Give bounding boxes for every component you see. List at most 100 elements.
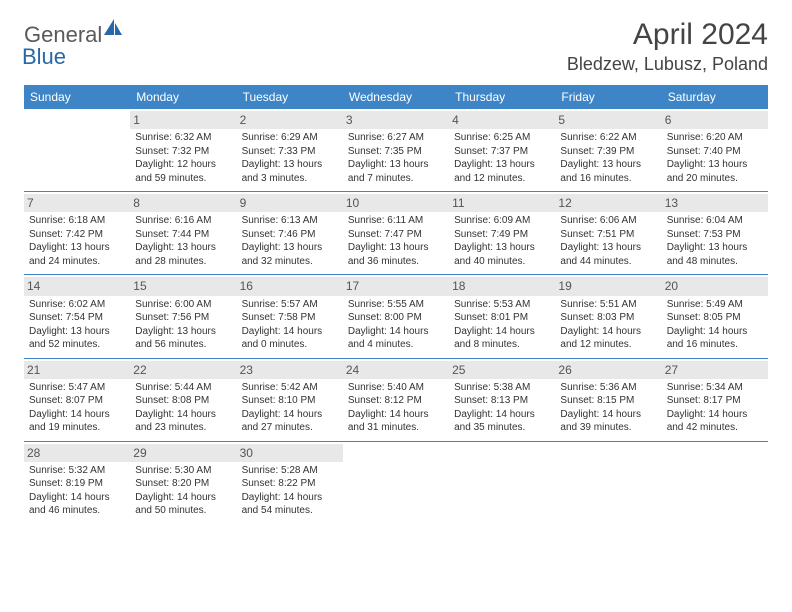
day-details: Sunrise: 5:57 AMSunset: 7:58 PMDaylight:… bbox=[241, 298, 339, 352]
weekday-header: Tuesday bbox=[237, 85, 343, 109]
calendar-day-cell: 5 Sunrise: 6:22 AMSunset: 7:39 PMDaylight… bbox=[555, 109, 661, 192]
day-details: Sunrise: 6:27 AMSunset: 7:35 PMDaylight:… bbox=[347, 131, 445, 185]
day-details: Sunrise: 6:04 AMSunset: 7:53 PMDaylight:… bbox=[666, 214, 764, 268]
weekday-header: Sunday bbox=[24, 85, 130, 109]
day-details: Sunrise: 6:11 AMSunset: 7:47 PMDaylight:… bbox=[347, 214, 445, 268]
day-number: 5 bbox=[555, 111, 661, 129]
calendar-day-cell bbox=[24, 109, 130, 192]
day-number: 10 bbox=[343, 194, 449, 212]
day-number: 14 bbox=[24, 277, 130, 295]
day-details: Sunrise: 5:32 AMSunset: 8:19 PMDaylight:… bbox=[28, 464, 126, 518]
calendar-day-cell: 4Sunrise: 6:25 AMSunset: 7:37 PMDaylight… bbox=[449, 109, 555, 192]
day-number: 18 bbox=[449, 277, 555, 295]
day-number: 3 bbox=[343, 111, 449, 129]
calendar-day-cell: 20 Sunrise: 5:49 AMSunset: 8:05 PMDayligh… bbox=[662, 275, 768, 358]
location-label: Bledzew, Lubusz, Poland bbox=[567, 54, 768, 75]
day-number: 16 bbox=[237, 277, 343, 295]
calendar-day-cell: 22 Sunrise: 5:44 AMSunset: 8:08 PMDayligh… bbox=[130, 358, 236, 441]
day-details: Sunrise: 6:13 AMSunset: 7:46 PMDaylight:… bbox=[241, 214, 339, 268]
day-number: 23 bbox=[237, 361, 343, 379]
calendar-head: SundayMondayTuesdayWednesdayThursdayFrid… bbox=[24, 85, 768, 109]
day-number: 26 bbox=[555, 361, 661, 379]
calendar-day-cell: 14 Sunrise: 6:02 AMSunset: 7:54 PMDayligh… bbox=[24, 275, 130, 358]
weekday-header: Saturday bbox=[662, 85, 768, 109]
day-number: 24 bbox=[343, 361, 449, 379]
calendar-day-cell: 17 Sunrise: 5:55 AMSunset: 8:00 PMDayligh… bbox=[343, 275, 449, 358]
calendar-day-cell: 2Sunrise: 6:29 AMSunset: 7:33 PMDaylight… bbox=[237, 109, 343, 192]
day-details: Sunrise: 5:44 AMSunset: 8:08 PMDaylight:… bbox=[134, 381, 232, 435]
calendar-day-cell bbox=[449, 441, 555, 524]
day-number: 25 bbox=[449, 361, 555, 379]
brand-sail-icon bbox=[102, 17, 124, 44]
calendar-day-cell: 3 Sunrise: 6:27 AMSunset: 7:35 PMDaylight… bbox=[343, 109, 449, 192]
day-number: 30 bbox=[237, 444, 343, 462]
day-number: 6 bbox=[662, 111, 768, 129]
calendar-day-cell: 29 Sunrise: 5:30 AMSunset: 8:20 PMDayligh… bbox=[130, 441, 236, 524]
day-number: 11 bbox=[449, 194, 555, 212]
weekday-row: SundayMondayTuesdayWednesdayThursdayFrid… bbox=[24, 85, 768, 109]
calendar-day-cell bbox=[555, 441, 661, 524]
day-details: Sunrise: 6:25 AMSunset: 7:37 PMDaylight:… bbox=[453, 131, 551, 185]
day-details: Sunrise: 5:42 AMSunset: 8:10 PMDaylight:… bbox=[241, 381, 339, 435]
calendar-day-cell: 15Sunrise: 6:00 AMSunset: 7:56 PMDayligh… bbox=[130, 275, 236, 358]
weekday-header: Wednesday bbox=[343, 85, 449, 109]
day-details: Sunrise: 5:51 AMSunset: 8:03 PMDaylight:… bbox=[559, 298, 657, 352]
day-details: Sunrise: 5:28 AMSunset: 8:22 PMDaylight:… bbox=[241, 464, 339, 518]
day-number: 29 bbox=[130, 444, 236, 462]
day-number: 12 bbox=[555, 194, 661, 212]
day-details: Sunrise: 5:55 AMSunset: 8:00 PMDaylight:… bbox=[347, 298, 445, 352]
calendar-body: 1 Sunrise: 6:32 AMSunset: 7:32 PMDaylight… bbox=[24, 109, 768, 524]
calendar-day-cell: 24 Sunrise: 5:40 AMSunset: 8:12 PMDayligh… bbox=[343, 358, 449, 441]
day-details: Sunrise: 6:32 AMSunset: 7:32 PMDaylight:… bbox=[134, 131, 232, 185]
day-number: 7 bbox=[24, 194, 130, 212]
weekday-header: Friday bbox=[555, 85, 661, 109]
calendar-day-cell: 23 Sunrise: 5:42 AMSunset: 8:10 PMDayligh… bbox=[237, 358, 343, 441]
day-details: Sunrise: 6:20 AMSunset: 7:40 PMDaylight:… bbox=[666, 131, 764, 185]
calendar-day-cell: 25 Sunrise: 5:38 AMSunset: 8:13 PMDayligh… bbox=[449, 358, 555, 441]
calendar-day-cell: 27Sunrise: 5:34 AMSunset: 8:17 PMDayligh… bbox=[662, 358, 768, 441]
day-number: 19 bbox=[555, 277, 661, 295]
day-details: Sunrise: 5:36 AMSunset: 8:15 PMDaylight:… bbox=[559, 381, 657, 435]
day-details: Sunrise: 6:22 AMSunset: 7:39 PMDaylight:… bbox=[559, 131, 657, 185]
day-details: Sunrise: 5:53 AMSunset: 8:01 PMDaylight:… bbox=[453, 298, 551, 352]
day-details: Sunrise: 5:47 AMSunset: 8:07 PMDaylight:… bbox=[28, 381, 126, 435]
brand-text-2: Blue bbox=[22, 44, 66, 69]
day-details: Sunrise: 6:00 AMSunset: 7:56 PMDaylight:… bbox=[134, 298, 232, 352]
day-number: 9 bbox=[237, 194, 343, 212]
calendar-day-cell: 12 Sunrise: 6:06 AMSunset: 7:51 PMDayligh… bbox=[555, 192, 661, 275]
day-details: Sunrise: 6:06 AMSunset: 7:51 PMDaylight:… bbox=[559, 214, 657, 268]
day-number: 20 bbox=[662, 277, 768, 295]
day-details: Sunrise: 6:16 AMSunset: 7:44 PMDaylight:… bbox=[134, 214, 232, 268]
calendar-day-cell bbox=[662, 441, 768, 524]
day-details: Sunrise: 5:38 AMSunset: 8:13 PMDaylight:… bbox=[453, 381, 551, 435]
weekday-header: Thursday bbox=[449, 85, 555, 109]
day-details: Sunrise: 6:09 AMSunset: 7:49 PMDaylight:… bbox=[453, 214, 551, 268]
day-details: Sunrise: 6:29 AMSunset: 7:33 PMDaylight:… bbox=[241, 131, 339, 185]
day-number: 17 bbox=[343, 277, 449, 295]
calendar-day-cell: 6 Sunrise: 6:20 AMSunset: 7:40 PMDaylight… bbox=[662, 109, 768, 192]
day-details: Sunrise: 5:40 AMSunset: 8:12 PMDaylight:… bbox=[347, 381, 445, 435]
calendar-day-cell: 8 Sunrise: 6:16 AMSunset: 7:44 PMDaylight… bbox=[130, 192, 236, 275]
calendar-week-row: 21Sunrise: 5:47 AMSunset: 8:07 PMDayligh… bbox=[24, 358, 768, 441]
calendar-week-row: 28 Sunrise: 5:32 AMSunset: 8:19 PMDayligh… bbox=[24, 441, 768, 524]
calendar-day-cell: 13Sunrise: 6:04 AMSunset: 7:53 PMDayligh… bbox=[662, 192, 768, 275]
calendar-day-cell: 10 Sunrise: 6:11 AMSunset: 7:47 PMDayligh… bbox=[343, 192, 449, 275]
month-title: April 2024 bbox=[567, 18, 768, 52]
day-details: Sunrise: 5:49 AMSunset: 8:05 PMDaylight:… bbox=[666, 298, 764, 352]
day-details: Sunrise: 5:30 AMSunset: 8:20 PMDaylight:… bbox=[134, 464, 232, 518]
day-number: 1 bbox=[130, 111, 236, 129]
calendar-day-cell: 26 Sunrise: 5:36 AMSunset: 8:15 PMDayligh… bbox=[555, 358, 661, 441]
weekday-header: Monday bbox=[130, 85, 236, 109]
day-number: 8 bbox=[130, 194, 236, 212]
calendar-day-cell: 11 Sunrise: 6:09 AMSunset: 7:49 PMDayligh… bbox=[449, 192, 555, 275]
calendar-table: SundayMondayTuesdayWednesdayThursdayFrid… bbox=[24, 85, 768, 524]
day-details: Sunrise: 6:02 AMSunset: 7:54 PMDaylight:… bbox=[28, 298, 126, 352]
day-number: 22 bbox=[130, 361, 236, 379]
day-number: 28 bbox=[24, 444, 130, 462]
page-header: General April 2024 Bledzew, Lubusz, Pola… bbox=[24, 18, 768, 75]
calendar-week-row: 14 Sunrise: 6:02 AMSunset: 7:54 PMDayligh… bbox=[24, 275, 768, 358]
day-details: Sunrise: 6:18 AMSunset: 7:42 PMDaylight:… bbox=[28, 214, 126, 268]
calendar-day-cell: 1 Sunrise: 6:32 AMSunset: 7:32 PMDaylight… bbox=[130, 109, 236, 192]
brand-text-2-wrap: Blue bbox=[24, 44, 66, 70]
calendar-day-cell: 16 Sunrise: 5:57 AMSunset: 7:58 PMDayligh… bbox=[237, 275, 343, 358]
